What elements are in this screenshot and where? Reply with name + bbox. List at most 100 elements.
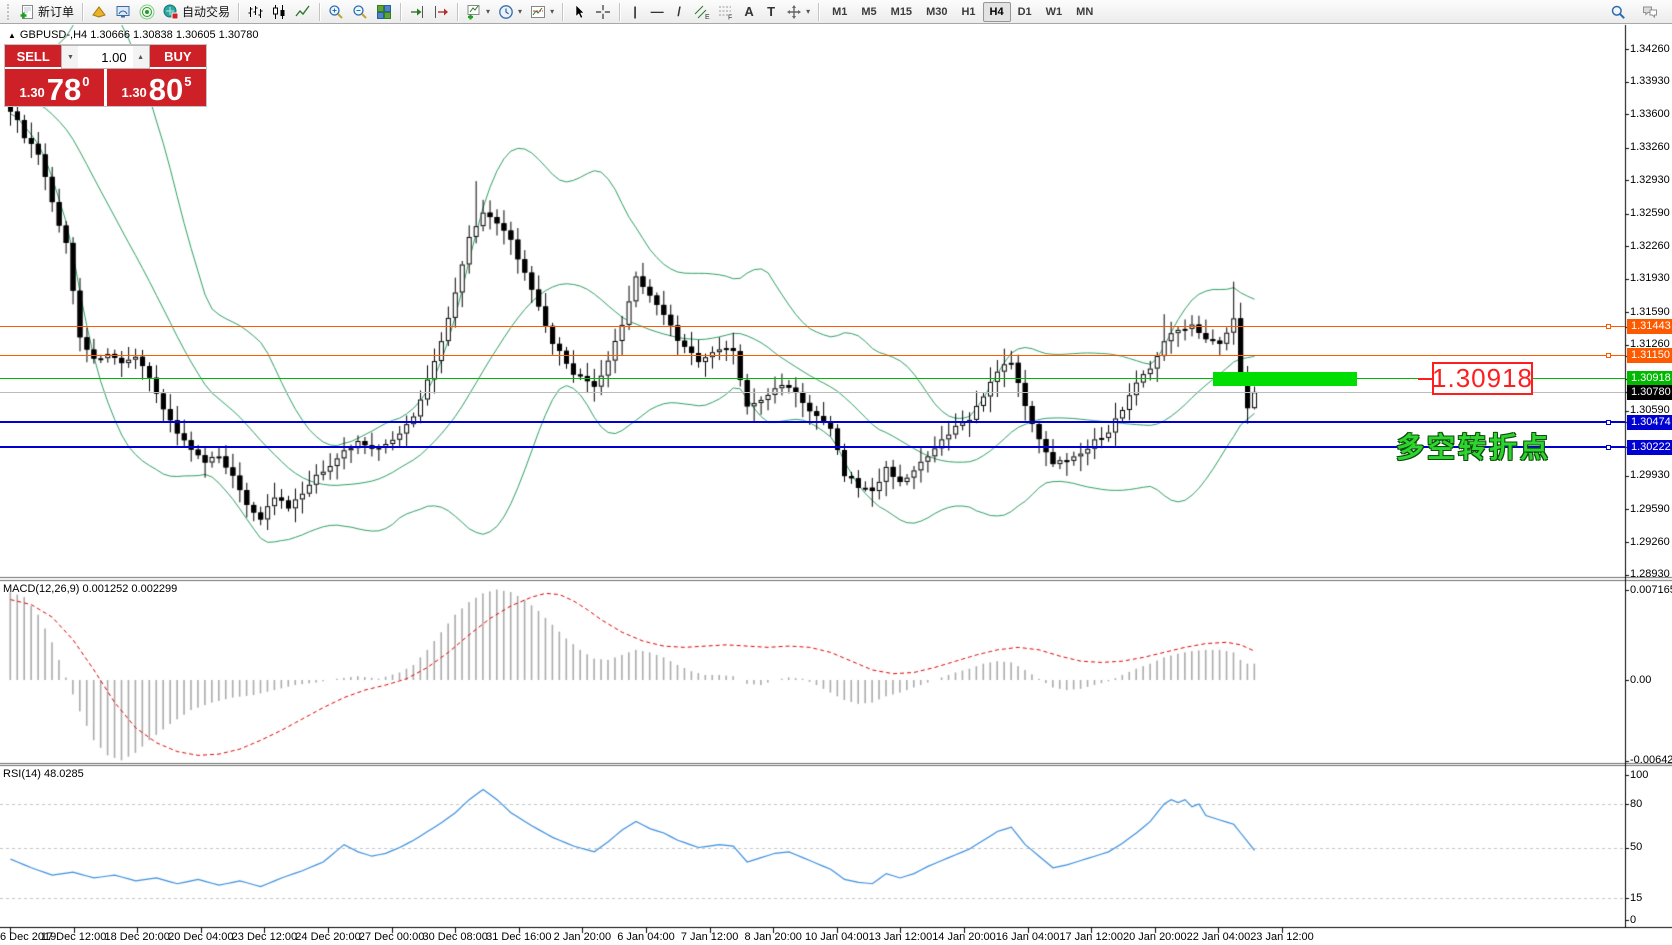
timeframe-m15[interactable]: M15 [890, 5, 913, 18]
text-button[interactable]: A [738, 2, 760, 22]
toolbar-separator [319, 2, 321, 21]
turning-point-annotation[interactable]: 多空转折点 [1396, 432, 1552, 463]
toolbar-grip [7, 3, 12, 20]
rsi-tick: 0 [1630, 913, 1637, 926]
line-anchor[interactable] [1606, 324, 1611, 330]
resistance-2-line[interactable] [0, 355, 1625, 357]
candlestick-chart-button[interactable] [267, 2, 291, 22]
volume-down-button[interactable]: ▼ [62, 46, 79, 68]
time-label: 17 Dec 12:00 [40, 931, 107, 943]
timeframe-h4[interactable]: H4 [982, 1, 1011, 22]
line-chart-button[interactable] [291, 2, 315, 22]
support-2-line[interactable] [0, 446, 1625, 449]
collapse-arrow-icon[interactable]: ▲ [8, 31, 16, 40]
volume-value[interactable]: 1.00 [101, 49, 127, 65]
indicators-button[interactable]: ▾ [526, 2, 558, 22]
timeframe-h1[interactable]: H1 [961, 5, 976, 18]
trendline-button[interactable]: / [668, 2, 690, 22]
vertical-line-icon: | [633, 4, 637, 19]
volume-up-button[interactable]: ▲ [132, 46, 149, 68]
time-label: 20 Jan 20:00 [1122, 931, 1187, 943]
new-chart-icon [466, 4, 482, 20]
channel-button[interactable]: E [690, 2, 714, 22]
autotrading-icon [163, 4, 179, 20]
line-anchor[interactable] [1606, 353, 1611, 359]
new-order-button[interactable]: 新订单 [15, 2, 78, 22]
current-price-line[interactable] [0, 391, 1625, 393]
bar-chart-button[interactable] [243, 2, 267, 22]
time-label: 23 Dec 12:00 [231, 931, 298, 943]
symbol-header: ▲ GBPUSD-,H4 1.30666 1.30838 1.30605 1.30… [8, 29, 258, 41]
search-button[interactable] [1606, 2, 1630, 22]
price-tick: 1.31590 [1630, 305, 1670, 318]
arrows-button[interactable]: ▾ [782, 2, 814, 22]
cursor-button[interactable] [567, 2, 591, 22]
time-label: 6 Dec 2019 [0, 931, 57, 943]
timeframe-m5[interactable]: M5 [861, 5, 877, 18]
timeframe-toolbar: M1 M5 M15 M30 H1 H4 D1 W1 MN [825, 1, 1100, 22]
tile-windows-button[interactable] [372, 2, 396, 22]
tile-windows-icon [376, 4, 392, 20]
timeframe-m30[interactable]: M30 [926, 5, 948, 18]
time-label: 24 Dec 20:00 [295, 931, 361, 943]
line-anchor[interactable] [1606, 444, 1611, 450]
sell-price-big: 78 [46, 71, 82, 107]
zoom-out-button[interactable] [348, 2, 372, 22]
timeframe-d1[interactable]: D1 [1017, 5, 1032, 18]
macd-tick: 0.00 [1630, 673, 1652, 686]
time-label: 18 Dec 20:00 [104, 931, 170, 943]
label-icon: T [767, 4, 776, 19]
data-window-button[interactable] [111, 2, 135, 22]
highlight-bar[interactable] [1213, 371, 1357, 386]
autotrading-button[interactable]: 自动交易 [159, 2, 234, 22]
line-anchor[interactable] [1606, 419, 1611, 425]
fibonacci-icon: F [718, 4, 734, 20]
chart-shift-button[interactable] [429, 2, 453, 22]
crosshair-button[interactable] [591, 2, 615, 22]
price-annotation-box[interactable]: 1.30918 [1432, 362, 1533, 396]
line-chart-icon [295, 4, 311, 20]
horizontal-line-icon: — [650, 4, 664, 19]
support-1-line[interactable] [0, 421, 1625, 424]
cursor-icon [571, 3, 587, 20]
timeframe-w1[interactable]: W1 [1045, 5, 1063, 18]
signals-button[interactable] [135, 2, 159, 22]
buy-price[interactable]: 1.30 80 5 [107, 69, 206, 106]
buy-button[interactable]: BUY [149, 45, 207, 69]
price-tick: 1.29590 [1630, 502, 1670, 515]
vertical-line-button[interactable]: | [624, 2, 646, 22]
price-tick: 1.28930 [1630, 568, 1670, 581]
new-chart-button[interactable]: ▾ [462, 2, 494, 22]
label-button[interactable]: T [760, 2, 782, 22]
resistance-1-line[interactable] [0, 326, 1625, 328]
zoom-in-button[interactable] [324, 2, 348, 22]
price-tick: 1.33600 [1630, 107, 1670, 120]
time-label: 17 Jan 12:00 [1059, 931, 1123, 943]
pivot-green-line[interactable] [0, 378, 1625, 380]
price-tick: 1.29260 [1630, 535, 1670, 548]
fibonacci-button[interactable]: F [714, 2, 738, 22]
rsi-tick: 80 [1630, 797, 1643, 810]
profiles-button[interactable]: ▾ [494, 2, 526, 22]
signals-icon [139, 4, 155, 20]
market-watch-button[interactable] [87, 2, 111, 22]
time-label: 20 Dec 04:00 [168, 931, 234, 943]
price-tick: 1.31930 [1630, 272, 1670, 285]
horizontal-line-button[interactable]: — [646, 2, 668, 22]
toolbar: 新订单 自动交易 ▾ ▾ ▾ | — / E F A T [0, 0, 1672, 24]
new-order-label: 新订单 [38, 5, 75, 19]
timeframe-m1[interactable]: M1 [832, 5, 848, 18]
dropdown-arrow-icon: ▾ [550, 7, 555, 16]
sell-button[interactable]: SELL [5, 45, 62, 69]
timeframe-mn[interactable]: MN [1076, 5, 1094, 18]
time-label: 8 Jan 20:00 [744, 931, 802, 943]
price-tick: 1.31260 [1630, 338, 1670, 351]
auto-scroll-button[interactable] [405, 2, 429, 22]
chat-button[interactable] [1638, 2, 1662, 22]
dropdown-arrow-icon: ▾ [486, 7, 491, 16]
time-label: 31 Dec 16:00 [486, 931, 552, 943]
svg-text:F: F [728, 14, 732, 20]
sell-price[interactable]: 1.30 78 0 [5, 69, 104, 106]
